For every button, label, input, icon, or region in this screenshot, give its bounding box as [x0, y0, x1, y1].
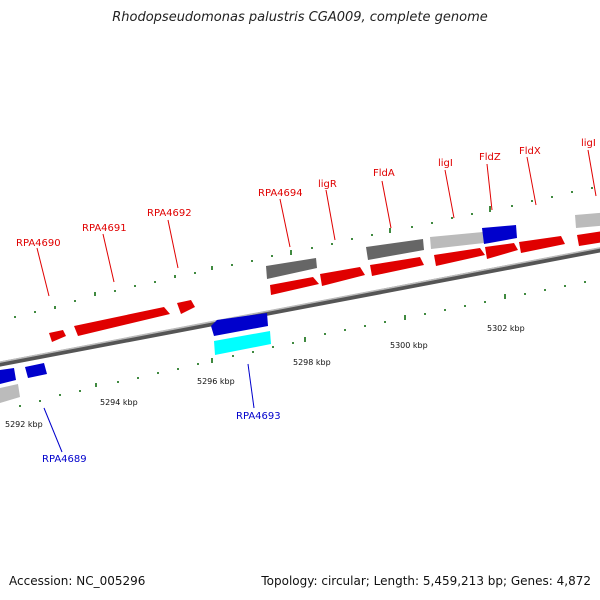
tick-label-5292: 5292 kbp	[5, 420, 43, 429]
label-ligI-2: ligI	[581, 138, 596, 149]
label-ligI: ligI	[438, 158, 453, 169]
gene-fldA[interactable]	[370, 257, 424, 276]
map-title: Rhodopseudomonas palustris CGA009, compl…	[112, 10, 488, 25]
label-fldA: FldA	[373, 168, 395, 179]
label-leaders-red	[36, 149, 597, 297]
gene-gray-1[interactable]	[266, 258, 317, 279]
label-ligR: ligR	[318, 179, 337, 190]
tick-label-5302: 5302 kbp	[487, 324, 525, 333]
gene-ligI[interactable]	[434, 248, 485, 266]
label-leaders-blue	[43, 363, 255, 453]
genome-backbone	[0, 247, 600, 367]
genes-top-strand[interactable]	[49, 212, 600, 342]
gene-rpa4692[interactable]	[177, 300, 195, 314]
gene-lightgray-left[interactable]	[0, 384, 20, 403]
gene-ligR[interactable]	[320, 267, 365, 286]
gene-labels: RPA4690 RPA4691 RPA4692 RPA4694 ligR Fld…	[16, 138, 596, 465]
gene-rpa4689[interactable]	[25, 363, 47, 378]
gene-rpa4693[interactable]	[214, 331, 271, 355]
label-rpa4689: RPA4689	[42, 454, 87, 465]
genome-summary: Topology: circular; Length: 5,459,213 bp…	[261, 574, 591, 588]
accession-text: Accession: NC_005296	[9, 574, 146, 588]
gene-rpa4690[interactable]	[49, 330, 66, 342]
gene-blue-top[interactable]	[482, 225, 517, 244]
label-rpa4693: RPA4693	[236, 411, 281, 422]
label-rpa4691: RPA4691	[82, 223, 127, 234]
genes-bottom-strand[interactable]	[0, 313, 271, 403]
gene-fldX[interactable]	[519, 236, 565, 253]
label-rpa4690: RPA4690	[16, 238, 61, 249]
gene-rpa4691[interactable]	[74, 307, 170, 336]
label-rpa4692: RPA4692	[147, 208, 192, 219]
gene-gray-2[interactable]	[366, 239, 424, 260]
label-rpa4694: RPA4694	[258, 188, 303, 199]
guide-tracks	[14, 187, 593, 407]
gene-rpa4689-a[interactable]	[0, 368, 16, 384]
tick-label-5300: 5300 kbp	[390, 341, 428, 350]
gene-rpa4694[interactable]	[270, 277, 319, 295]
gene-lightgray-1[interactable]	[430, 232, 484, 249]
gene-fldZ[interactable]	[485, 243, 518, 259]
gene-ligI-2[interactable]	[577, 230, 600, 246]
tick-label-5294: 5294 kbp	[100, 398, 138, 407]
gene-blue-bottom[interactable]	[211, 313, 268, 336]
tick-label-5296: 5296 kbp	[197, 377, 235, 386]
label-fldX: FldX	[519, 146, 541, 157]
tick-label-5298: 5298 kbp	[293, 358, 331, 367]
kbp-tick-labels: 5292 kbp 5294 kbp 5296 kbp 5298 kbp 5300…	[5, 324, 525, 429]
gene-lightgray-2[interactable]	[575, 212, 600, 228]
label-fldZ: FldZ	[479, 152, 501, 163]
